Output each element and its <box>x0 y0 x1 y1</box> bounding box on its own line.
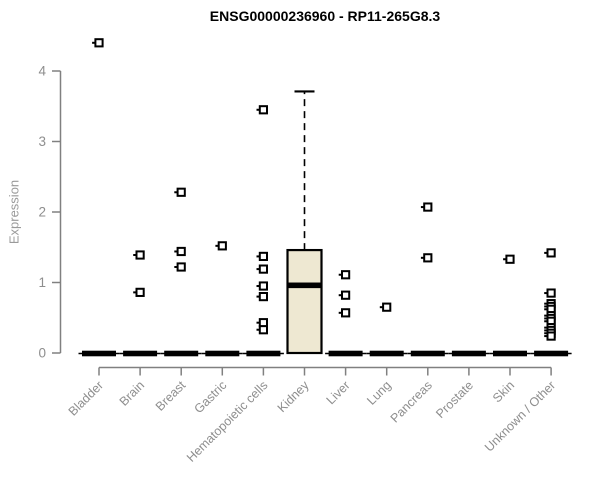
outlier-point-hematopoietic-cells <box>258 281 268 291</box>
outlier-tab-unknown-other <box>544 251 548 254</box>
outlier-point-hematopoietic-cells <box>258 292 268 302</box>
zero-box-skin <box>493 350 527 357</box>
outlier-point-brain <box>135 287 145 297</box>
x-tick-label-bladder: Bladder <box>66 378 106 418</box>
outlier-tab-hematopoietic-cells <box>256 255 260 258</box>
outlier-tab-bladder <box>92 41 96 44</box>
median-line-kidney <box>287 282 322 289</box>
x-tick-label-lung: Lung <box>364 378 394 408</box>
outlier-tab-unknown-other <box>544 332 548 335</box>
zero-box-pancreas <box>410 350 445 357</box>
x-tick-label-kidney: Kidney <box>275 378 312 415</box>
x-tick-label-unknown-other: Unknown / Other <box>482 378 558 454</box>
outlier-tab-gastric <box>215 244 219 247</box>
y-tick-label: 3 <box>38 134 46 149</box>
zero-box-gastric <box>205 350 240 357</box>
x-tick-label-breast: Breast <box>153 378 189 414</box>
x-tick-label-pancreas: Pancreas <box>388 378 435 425</box>
outlier-tab-skin <box>503 258 507 261</box>
zero-box-breast <box>164 350 199 357</box>
outlier-tab-unknown-other <box>544 326 548 329</box>
outlier-point-breast <box>176 246 186 257</box>
outlier-point-unknown-other <box>546 248 556 258</box>
outlier-tab-hematopoietic-cells <box>256 321 260 324</box>
outlier-tab-unknown-other <box>544 314 548 317</box>
outlier-tab-unknown-other <box>544 317 548 320</box>
outlier-tab-hematopoietic-cells <box>256 108 260 111</box>
zero-box-hematopoietic-cells <box>246 350 281 357</box>
zero-box-unknown-other <box>534 350 569 357</box>
zero-box-brain <box>123 350 158 357</box>
x-tick-label-gastric: Gastric <box>192 378 230 416</box>
outlier-tab-hematopoietic-cells <box>256 285 260 288</box>
outlier-point-brain <box>135 250 145 260</box>
outlier-point-hematopoietic-cells <box>258 264 268 274</box>
outlier-point-pancreas <box>423 202 433 212</box>
y-tick-label: 4 <box>38 64 46 79</box>
outlier-tab-breast <box>174 265 178 268</box>
outlier-point-breast <box>176 187 186 197</box>
outlier-tab-brain <box>133 254 137 257</box>
outlier-point-liver <box>341 270 351 280</box>
zero-box-liver <box>328 350 363 357</box>
outlier-tab-unknown-other <box>544 302 548 305</box>
outlier-point-hematopoietic-cells <box>258 105 268 115</box>
x-tick-label-brain: Brain <box>117 378 148 409</box>
outlier-tab-unknown-other <box>544 320 548 323</box>
x-tick-label-liver: Liver <box>324 378 353 407</box>
outlier-point-hematopoietic-cells <box>258 251 268 262</box>
outlier-tab-unknown-other <box>544 335 548 338</box>
outlier-point-breast <box>176 262 186 272</box>
outlier-tab-hematopoietic-cells <box>256 268 260 271</box>
outlier-tab-unknown-other <box>544 308 548 311</box>
outlier-tab-hematopoietic-cells <box>256 328 260 331</box>
y-tick-label: 2 <box>38 205 46 220</box>
outlier-tab-breast <box>174 250 178 253</box>
zero-box-prostate <box>451 350 486 357</box>
outlier-point-pancreas <box>423 253 433 263</box>
outlier-tab-liver <box>338 311 342 314</box>
outlier-tab-liver <box>338 273 342 276</box>
outlier-point-unknown-other <box>546 331 556 341</box>
outlier-tab-hematopoietic-cells <box>256 295 260 298</box>
x-tick-label-prostate: Prostate <box>433 378 476 421</box>
x-tick-label-hematopoietic-cells: Hematopoietic cells <box>184 378 271 465</box>
outlier-tab-unknown-other <box>544 305 548 308</box>
outlier-point-hematopoietic-cells <box>258 325 268 335</box>
outlier-point-lung <box>382 302 392 312</box>
x-tick-label-skin: Skin <box>490 378 517 405</box>
zero-box-lung <box>369 350 404 357</box>
outlier-tab-liver <box>338 294 342 297</box>
outlier-tab-unknown-other <box>544 329 548 332</box>
box-kidney <box>286 248 323 355</box>
outlier-tab-lung <box>379 306 383 309</box>
zero-box-bladder <box>82 350 116 357</box>
outlier-tab-pancreas <box>420 206 424 209</box>
outlier-tab-brain <box>133 291 137 294</box>
outlier-point-liver <box>341 290 351 300</box>
outlier-point-skin <box>505 254 515 264</box>
y-tick-label: 0 <box>38 346 46 361</box>
y-tick-label: 1 <box>38 275 46 290</box>
chart-title: ENSG00000236960 - RP11-265G8.3 <box>209 8 441 24</box>
outlier-point-gastric <box>217 241 227 251</box>
outlier-point-bladder <box>94 38 104 48</box>
outlier-point-liver <box>341 308 351 318</box>
outlier-tab-pancreas <box>420 256 424 259</box>
outlier-tab-breast <box>174 191 178 194</box>
outlier-tab-unknown-other <box>544 292 548 295</box>
outlier-point-unknown-other <box>546 288 556 298</box>
